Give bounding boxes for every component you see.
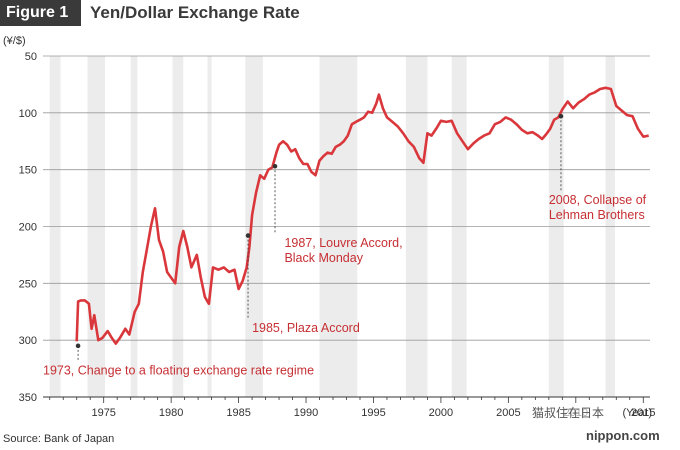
annotations: 1973, Change to a floating exchange rate… (43, 113, 647, 377)
annotation-text: 1973, Change to a floating exchange rate… (43, 363, 314, 377)
annotation-text: Lehman Brothers (549, 208, 645, 222)
x-tick-label: 2015 (631, 407, 655, 419)
annotation-text: Black Monday (284, 251, 363, 265)
y-axis-ticks: 50 100 150 200 250 300 350 (19, 51, 37, 404)
x-tick-label: 2005 (496, 407, 520, 419)
annotation-text: 1987, Louvre Accord, (284, 236, 402, 250)
x-tick-label: 1995 (361, 407, 385, 419)
annotation-text: 2008, Collapse of (549, 193, 647, 207)
annotation-dot (245, 233, 251, 238)
figure-tag: Figure 1 (0, 0, 81, 26)
x-tick-label: 1975 (91, 407, 115, 419)
watermark: 猫叔住在日本 (530, 404, 607, 421)
y-tick-label: 200 (19, 222, 37, 234)
annotation-dot (558, 113, 564, 119)
x-tick-label: 1980 (159, 407, 183, 419)
y-tick-label: 100 (19, 108, 37, 120)
x-tick-label: 2000 (429, 407, 453, 419)
y-tick-label: 150 (19, 165, 37, 177)
source-note: Source: Bank of Japan (3, 433, 115, 445)
annotation-dot (75, 343, 81, 349)
figure-header: Figure 1 Yen/Dollar Exchange Rate (0, 0, 680, 26)
annotation-dot (272, 163, 278, 169)
y-tick-label: 300 (19, 335, 37, 347)
figure-title: Yen/Dollar Exchange Rate (90, 3, 300, 22)
y-tick-label: 50 (25, 51, 37, 63)
brand-logo: nippon.com (586, 428, 660, 443)
x-axis-unit: (Year) (622, 407, 652, 419)
y-tick-label: 250 (19, 278, 37, 290)
series-line (75, 86, 649, 345)
x-tick-label: 1985 (226, 407, 250, 419)
y-tick-label: 350 (19, 392, 37, 404)
annotation-text: 1985, Plaza Accord (252, 321, 360, 335)
y-axis-label: (¥/$) (3, 35, 26, 47)
x-tick-label: 1990 (294, 407, 318, 419)
